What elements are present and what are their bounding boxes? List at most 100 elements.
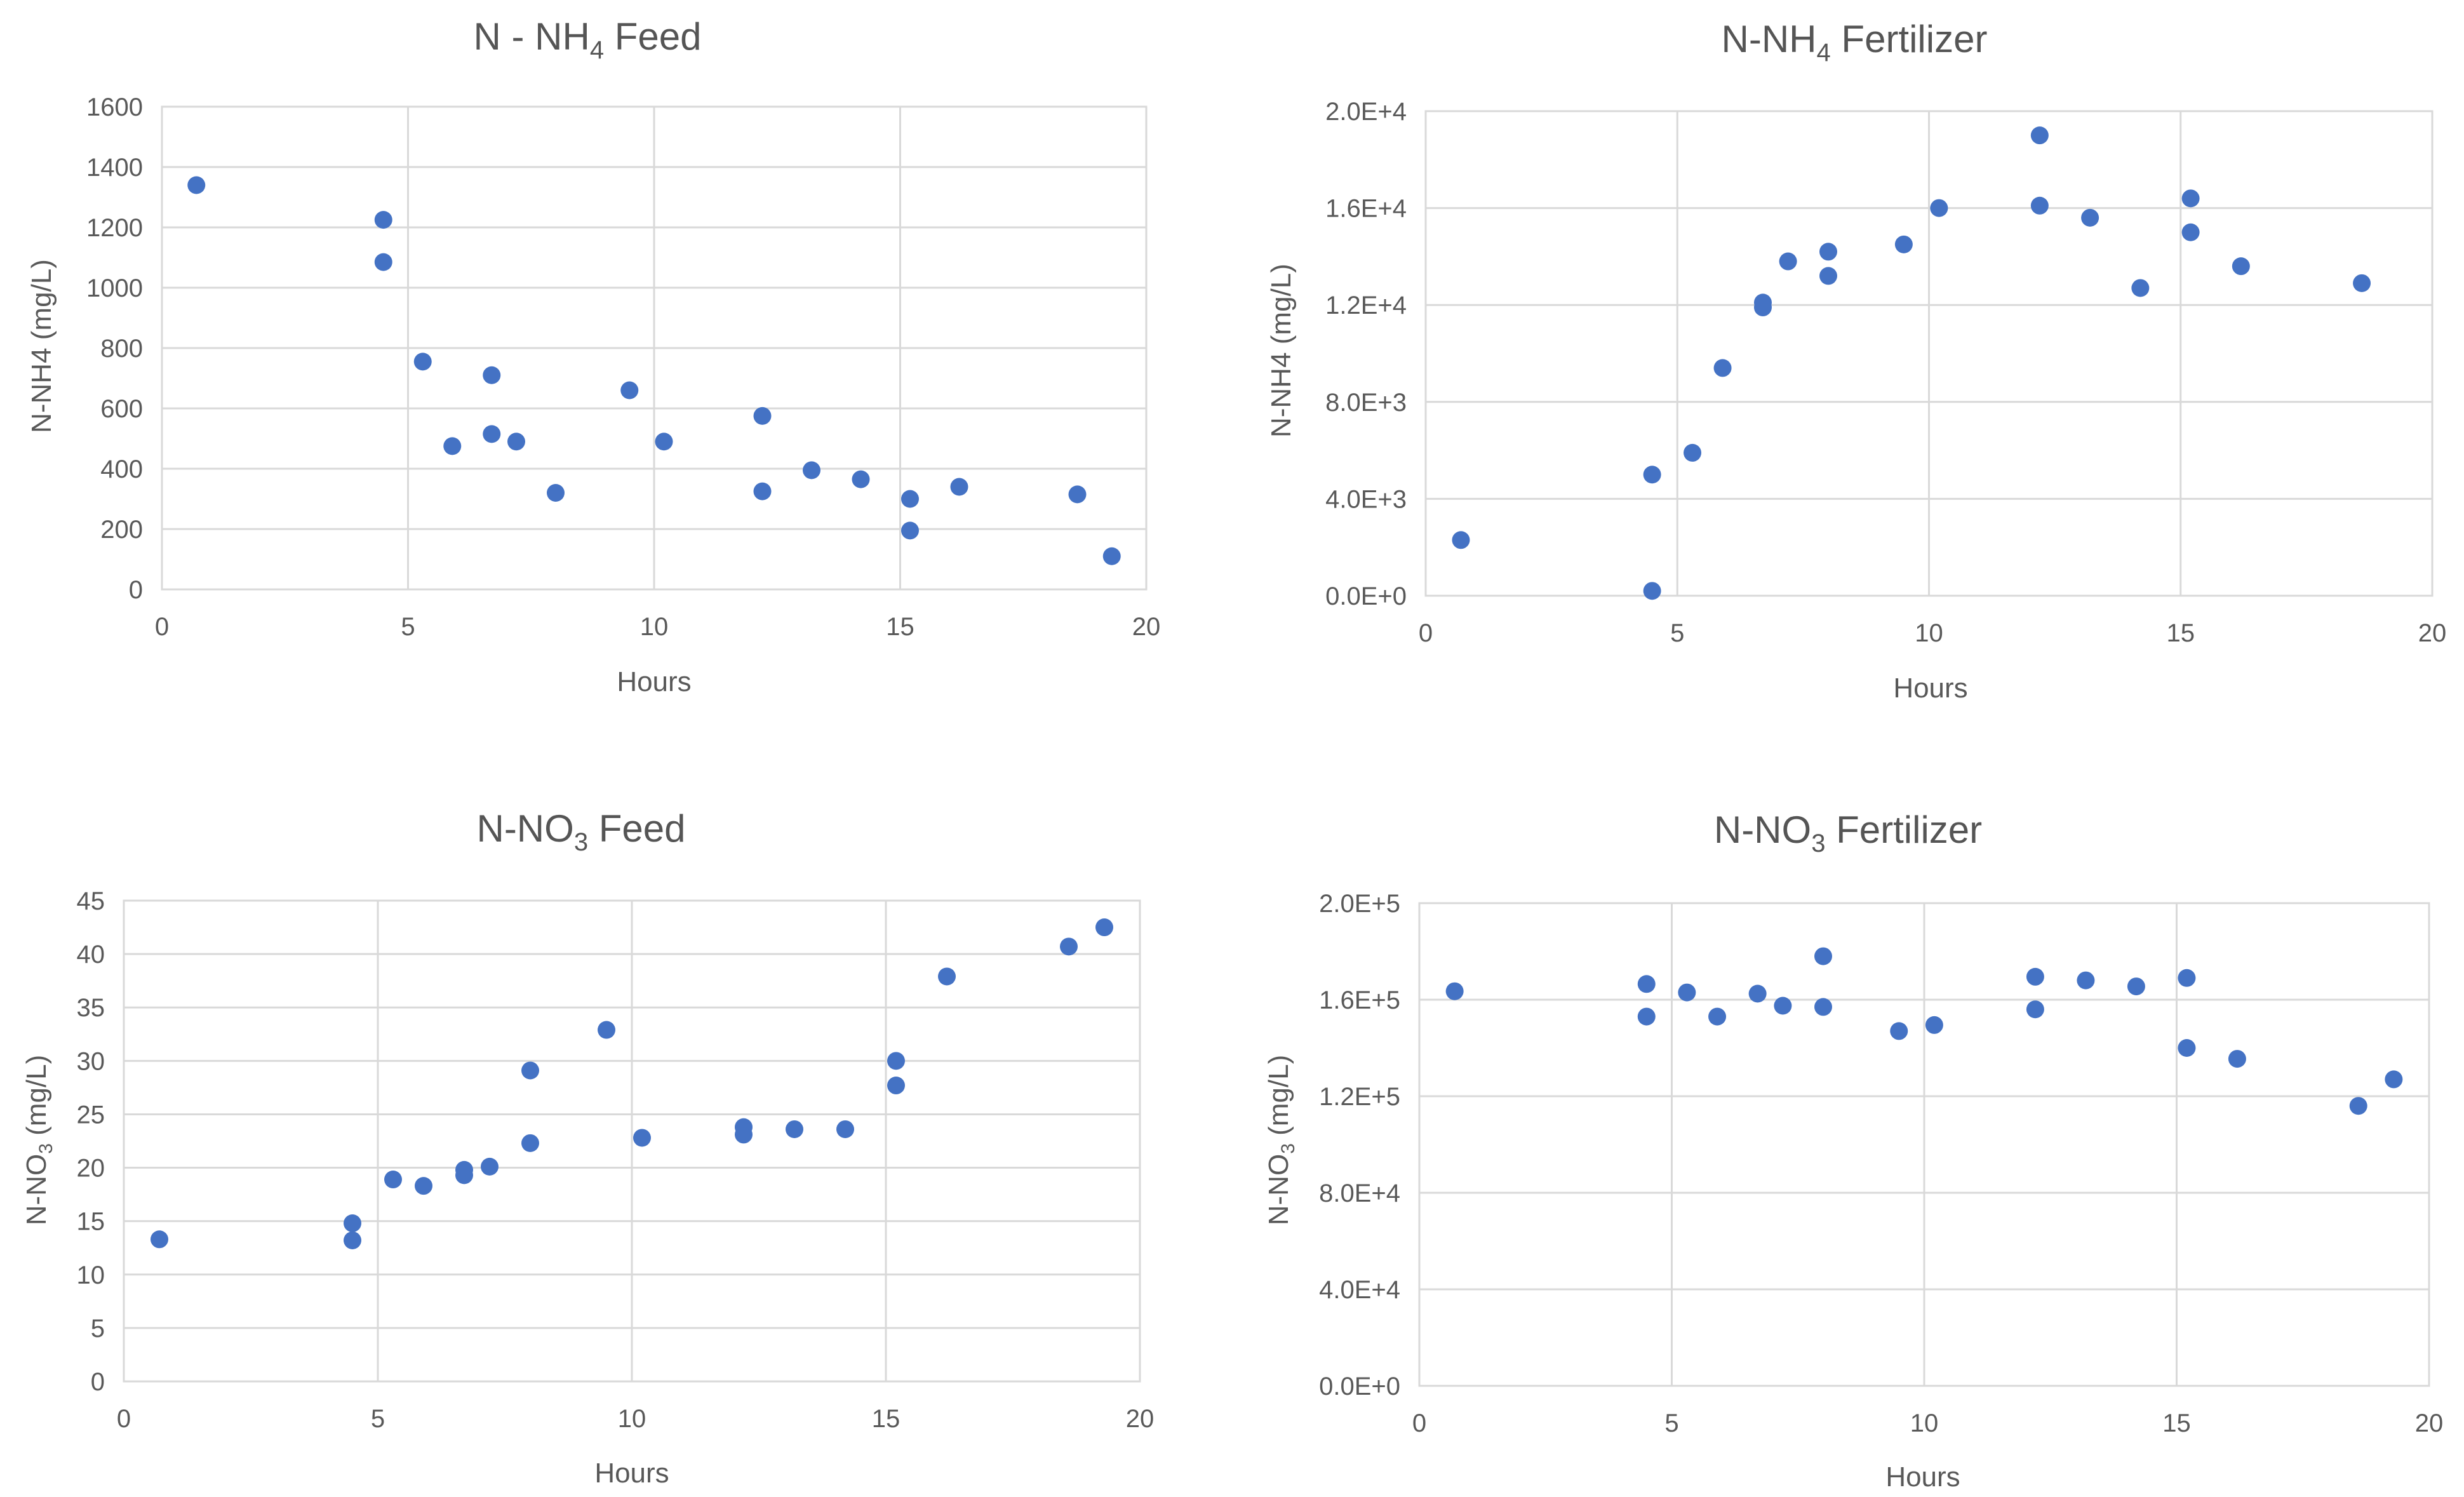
data-point bbox=[887, 1077, 905, 1095]
y-tick-label: 10 bbox=[77, 1261, 105, 1289]
data-point bbox=[547, 484, 565, 502]
data-point bbox=[344, 1231, 361, 1249]
data-point bbox=[1779, 252, 1797, 271]
x-axis-title-no3-feed: Hours bbox=[594, 1458, 669, 1489]
x-tick-label: 5 bbox=[1664, 1409, 1678, 1437]
y-tick-label: 1.2E+4 bbox=[1325, 292, 1407, 319]
data-point bbox=[753, 482, 772, 500]
data-point bbox=[151, 1230, 168, 1249]
ticks-no3-fertilizer: 0.0E+0 4.0E+4 8.0E+4 1.2E+5 1.6E+5 2.0E+5 0 5 10… bbox=[1319, 890, 2443, 1437]
y-tick-label: 0.0E+0 bbox=[1325, 582, 1407, 610]
chart-title-no3-feed: N-NO3 Feed bbox=[477, 807, 686, 856]
data-point bbox=[374, 253, 392, 271]
data-point bbox=[1684, 443, 1702, 462]
data-point bbox=[887, 1052, 905, 1070]
y-tick-label: 45 bbox=[77, 887, 105, 915]
x-tick-label: 10 bbox=[640, 613, 669, 641]
x-tick-label: 20 bbox=[1132, 613, 1161, 641]
data-point bbox=[413, 352, 432, 371]
data-point bbox=[481, 1157, 499, 1176]
x-tick-label: 15 bbox=[2167, 619, 2195, 647]
gridlines-nh4-feed bbox=[161, 105, 1148, 591]
data-point bbox=[2030, 196, 2049, 215]
x-tick-label: 5 bbox=[401, 613, 415, 641]
data-point bbox=[1708, 1007, 1727, 1026]
data-point bbox=[901, 490, 919, 508]
y-tick-label: 5 bbox=[91, 1315, 105, 1343]
y-tick-label: 20 bbox=[77, 1155, 105, 1183]
y-tick-label: 1.2E+5 bbox=[1319, 1083, 1400, 1111]
y-tick-label: 1200 bbox=[86, 214, 143, 242]
x-tick-label: 20 bbox=[1126, 1405, 1155, 1433]
data-point bbox=[1643, 466, 1661, 484]
data-point bbox=[2181, 223, 2200, 241]
y-tick-label: 1400 bbox=[86, 154, 143, 182]
data-point bbox=[1068, 485, 1087, 504]
ticks-no3-feed: 0 5 10 15 20 25 30 35 40 45 0 5 10 15 20 bbox=[77, 887, 1155, 1433]
data-point bbox=[1748, 984, 1767, 1003]
data-point bbox=[384, 1171, 402, 1189]
y-tick-label: 15 bbox=[77, 1208, 105, 1236]
data-point bbox=[901, 521, 919, 540]
data-point bbox=[836, 1120, 854, 1138]
x-axis-title-no3-fertilizer: Hours bbox=[1885, 1461, 1960, 1493]
x-tick-label: 0 bbox=[1419, 619, 1433, 647]
data-point bbox=[655, 433, 673, 451]
data-point bbox=[2232, 257, 2250, 276]
data-point bbox=[1753, 293, 1772, 312]
y-tick-label: 0 bbox=[129, 576, 143, 604]
data-point bbox=[1637, 975, 1656, 993]
x-tick-label: 15 bbox=[2162, 1409, 2191, 1437]
data-point bbox=[2081, 208, 2099, 227]
data-point bbox=[2181, 189, 2200, 208]
data-point bbox=[786, 1120, 803, 1138]
x-tick-label: 0 bbox=[1412, 1409, 1426, 1437]
data-point bbox=[483, 425, 501, 443]
y-tick-label: 1000 bbox=[86, 274, 143, 302]
y-tick-label: 800 bbox=[100, 335, 143, 363]
y-tick-label: 4.0E+3 bbox=[1325, 485, 1407, 513]
chart-nh4-feed: N - NH4 Feed Hours N-NH4 (mg/L) 02004006… bbox=[26, 15, 1160, 697]
data-point bbox=[2026, 967, 2044, 986]
y-tick-label: 0 bbox=[91, 1368, 105, 1396]
y-tick-label: 30 bbox=[77, 1047, 105, 1075]
data-point bbox=[1637, 1007, 1656, 1026]
y-axis-title-no3-fertilizer: N-NO3 (mg/L) bbox=[1263, 1055, 1299, 1225]
data-point bbox=[374, 211, 392, 229]
x-tick-label: 10 bbox=[1915, 619, 1943, 647]
x-tick-label: 0 bbox=[155, 613, 169, 641]
x-axis-title-nh4-fertilizer: Hours bbox=[1893, 673, 1967, 704]
data-point bbox=[2131, 279, 2150, 297]
data-point bbox=[620, 381, 639, 399]
data-point bbox=[1890, 1022, 1908, 1040]
y-tick-label: 40 bbox=[77, 941, 105, 969]
chart-title-nh4-fertilizer: N-NH4 Fertilizer bbox=[1722, 18, 1988, 67]
data-point bbox=[2385, 1070, 2403, 1089]
data-point bbox=[2349, 1097, 2367, 1115]
data-point bbox=[753, 406, 772, 425]
y-tick-label: 600 bbox=[100, 395, 143, 423]
y-tick-label: 2.0E+5 bbox=[1319, 890, 1400, 918]
y-axis-title-no3-feed: N-NO3 (mg/L) bbox=[21, 1055, 57, 1225]
data-point bbox=[1102, 547, 1121, 565]
data-point bbox=[1452, 531, 1470, 549]
gridlines-no3-fertilizer bbox=[1418, 902, 2430, 1387]
y-tick-label: 0.0E+0 bbox=[1319, 1373, 1400, 1400]
data-point bbox=[1925, 1016, 1943, 1034]
points-nh4-feed bbox=[187, 176, 1121, 565]
ticks-nh4-feed: 0 200 400 600 800 1000 1200 1400 1600 0 5 10 15 20 bbox=[86, 93, 1160, 641]
data-point bbox=[852, 470, 870, 488]
data-point bbox=[1643, 582, 1661, 600]
points-no3-fertilizer bbox=[1445, 947, 2403, 1115]
data-point bbox=[521, 1134, 539, 1152]
y-tick-label: 400 bbox=[100, 455, 143, 483]
data-point bbox=[1445, 982, 1464, 1000]
data-point bbox=[2030, 126, 2049, 145]
x-tick-label: 10 bbox=[618, 1405, 646, 1433]
data-point bbox=[803, 461, 820, 480]
data-point bbox=[1819, 267, 1837, 285]
data-point bbox=[633, 1129, 651, 1147]
chart-title-no3-fertilizer: N-NO3 Fertilizer bbox=[1714, 809, 1982, 857]
data-point bbox=[2353, 274, 2371, 292]
